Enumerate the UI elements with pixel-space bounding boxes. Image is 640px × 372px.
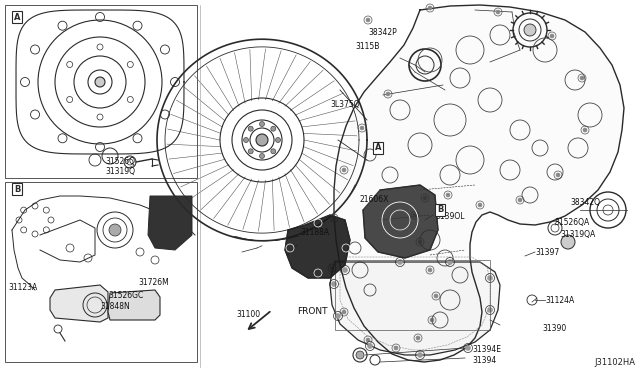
Circle shape: [259, 122, 264, 126]
Text: 31124A: 31124A: [545, 296, 574, 305]
Circle shape: [434, 294, 438, 298]
Text: 31390: 31390: [542, 324, 566, 333]
Text: 31526Q: 31526Q: [105, 157, 135, 166]
Circle shape: [256, 134, 268, 146]
Circle shape: [248, 149, 253, 154]
Circle shape: [496, 10, 500, 14]
Polygon shape: [285, 215, 350, 278]
Text: 38342P: 38342P: [368, 28, 397, 37]
Text: 3139OL: 3139OL: [435, 212, 465, 221]
Text: 3L375Q: 3L375Q: [330, 100, 360, 109]
Bar: [5, 5, 197, 178]
Circle shape: [367, 343, 372, 349]
Circle shape: [356, 351, 364, 359]
Polygon shape: [334, 5, 624, 362]
Circle shape: [550, 34, 554, 38]
Circle shape: [423, 196, 427, 200]
Circle shape: [447, 260, 452, 264]
Circle shape: [342, 168, 346, 172]
Circle shape: [275, 138, 280, 142]
Circle shape: [580, 76, 584, 80]
Circle shape: [366, 338, 370, 342]
Text: 31394E: 31394E: [472, 345, 501, 354]
Circle shape: [259, 154, 264, 158]
Bar: [335, 260, 490, 330]
Circle shape: [366, 18, 370, 22]
Text: 38342Q: 38342Q: [570, 198, 600, 207]
Text: 31319QA: 31319QA: [560, 230, 595, 239]
Circle shape: [556, 173, 560, 177]
Circle shape: [397, 260, 403, 264]
Circle shape: [330, 266, 334, 270]
Circle shape: [418, 240, 422, 244]
Text: B: B: [437, 205, 443, 215]
Circle shape: [488, 276, 493, 280]
Circle shape: [271, 126, 276, 131]
Circle shape: [430, 318, 434, 322]
Polygon shape: [108, 290, 160, 320]
Text: A: A: [13, 13, 20, 22]
Polygon shape: [50, 285, 108, 322]
Circle shape: [413, 213, 417, 217]
Text: 31526GC: 31526GC: [108, 291, 143, 300]
Text: 31726M: 31726M: [138, 278, 169, 287]
Circle shape: [271, 149, 276, 154]
Circle shape: [95, 77, 105, 87]
Text: 21606X: 21606X: [360, 195, 389, 204]
Text: 31100: 31100: [236, 310, 260, 319]
Text: FRONT: FRONT: [297, 307, 328, 316]
Text: 31188A: 31188A: [300, 228, 329, 237]
Circle shape: [561, 235, 575, 249]
Circle shape: [332, 216, 336, 220]
Circle shape: [342, 267, 348, 273]
Circle shape: [488, 308, 493, 312]
Circle shape: [335, 314, 340, 318]
Text: 31319Q: 31319Q: [105, 167, 135, 176]
Circle shape: [428, 268, 432, 272]
Text: 31526QA: 31526QA: [554, 218, 589, 227]
Circle shape: [109, 224, 121, 236]
Text: 31397: 31397: [535, 248, 559, 257]
Text: 31394: 31394: [472, 356, 496, 365]
Circle shape: [417, 353, 422, 357]
Text: J31102HA: J31102HA: [594, 358, 635, 367]
Text: 3115B: 3115B: [355, 42, 380, 51]
Polygon shape: [363, 185, 438, 258]
Circle shape: [416, 336, 420, 340]
Bar: [5, 182, 197, 362]
Circle shape: [394, 346, 398, 350]
Text: B: B: [14, 185, 20, 193]
Circle shape: [243, 138, 248, 142]
Text: A: A: [375, 144, 381, 153]
Circle shape: [524, 24, 536, 36]
Circle shape: [360, 126, 364, 130]
Circle shape: [428, 6, 432, 10]
Circle shape: [465, 346, 470, 350]
Polygon shape: [148, 196, 192, 250]
Circle shape: [518, 198, 522, 202]
Circle shape: [446, 193, 450, 197]
Circle shape: [386, 92, 390, 96]
Circle shape: [583, 128, 587, 132]
Circle shape: [342, 310, 346, 314]
Text: 31848N: 31848N: [100, 302, 130, 311]
Circle shape: [478, 203, 482, 207]
Text: 31123A: 31123A: [8, 283, 37, 292]
Polygon shape: [330, 262, 500, 355]
Circle shape: [332, 282, 337, 286]
Circle shape: [248, 126, 253, 131]
